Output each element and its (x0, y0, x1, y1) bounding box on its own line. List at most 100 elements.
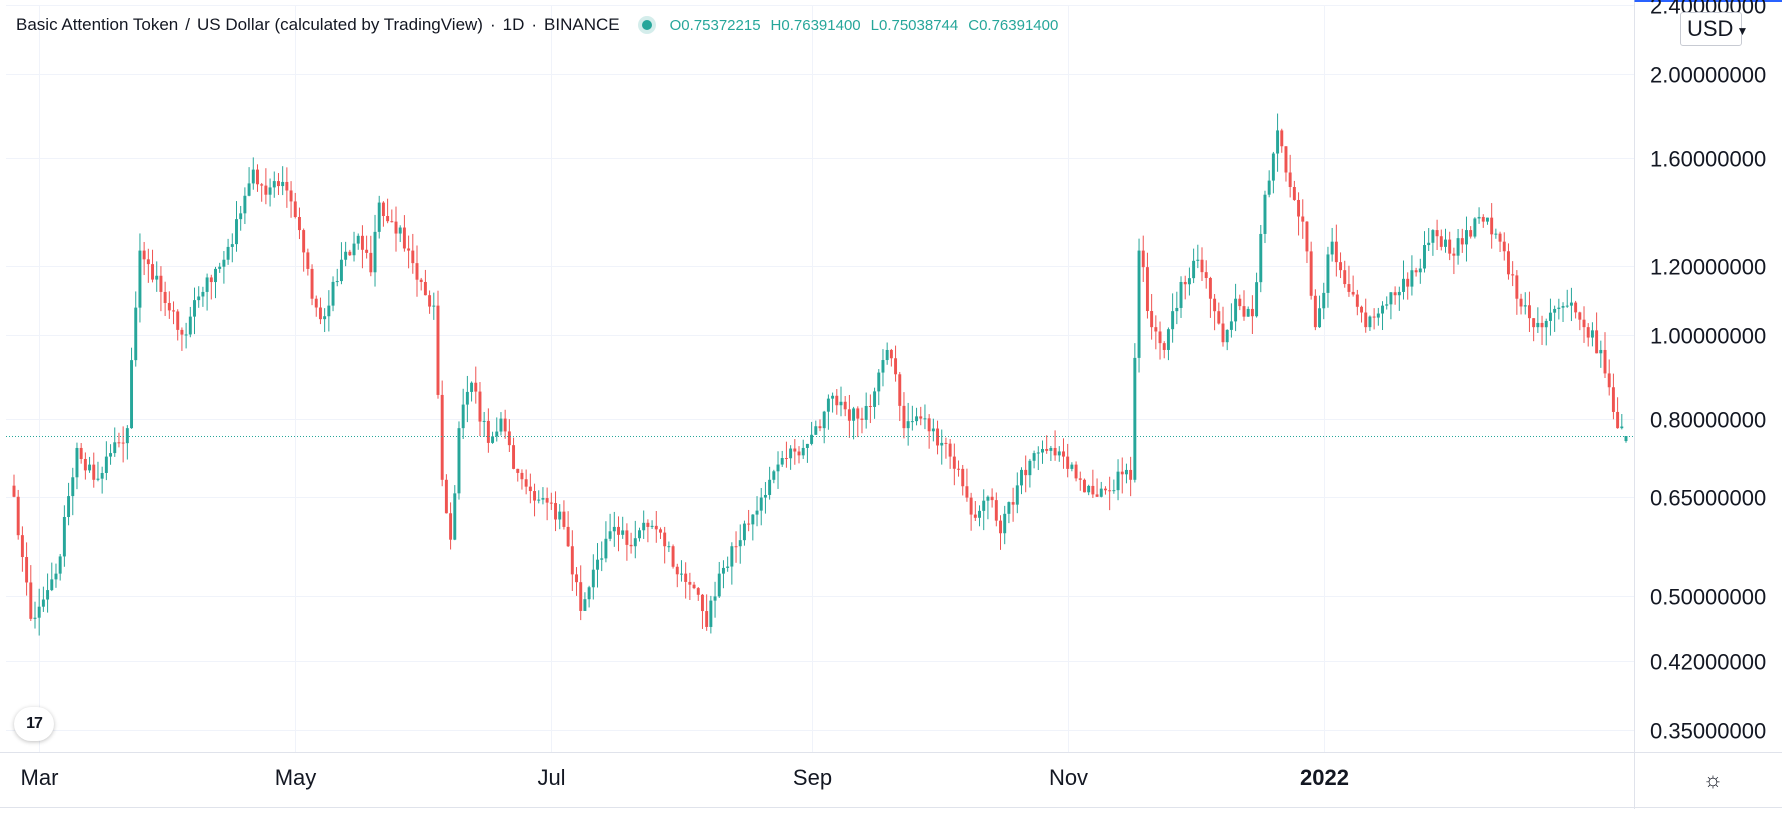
candle (868, 394, 872, 424)
candle (1574, 300, 1578, 319)
candle (41, 586, 45, 612)
candle-body (961, 468, 965, 487)
candle (713, 581, 717, 618)
candle-body (289, 190, 293, 202)
candle (575, 567, 578, 596)
candle-body (1066, 456, 1070, 469)
candle (1171, 293, 1175, 343)
candle-body (1053, 447, 1057, 456)
candle (604, 521, 608, 563)
candle (327, 290, 331, 332)
candle (709, 595, 713, 634)
candle (1129, 456, 1133, 497)
candle (1015, 472, 1019, 514)
candle-body (172, 310, 175, 312)
candle-body (579, 582, 583, 611)
candle-body (75, 447, 79, 478)
candle-body (1435, 230, 1439, 237)
market-status-dot-icon[interactable] (641, 20, 652, 30)
candle-body (1515, 275, 1519, 299)
quote-name[interactable]: US Dollar (calculated by TradingView) (196, 15, 483, 34)
candle (1548, 298, 1552, 336)
candle-body (100, 472, 104, 479)
candle (1187, 267, 1191, 296)
candle-body (146, 259, 150, 265)
candle (579, 565, 583, 621)
candle (810, 421, 814, 446)
symbol-name[interactable]: Basic Attention Token (16, 15, 179, 34)
candle (793, 439, 797, 465)
candle (659, 527, 662, 539)
interval-label[interactable]: 1D (502, 15, 525, 34)
candle (1196, 244, 1200, 269)
candle-body (885, 349, 889, 361)
candle-body (915, 416, 919, 422)
gear-icon[interactable]: ☼ (1702, 767, 1724, 792)
x-tick-label: Nov (1049, 765, 1088, 790)
candle (839, 386, 843, 417)
candle-body (759, 497, 763, 511)
candle (894, 345, 898, 382)
candle-body (1490, 217, 1494, 235)
candle-body (1439, 236, 1443, 247)
candle (444, 474, 448, 514)
candle (772, 469, 776, 484)
candle (79, 443, 83, 464)
candle-body (936, 428, 940, 446)
candle-body (369, 252, 373, 273)
candle (1158, 321, 1162, 360)
candle (1204, 260, 1208, 289)
candle-body (205, 277, 209, 292)
candle (104, 441, 108, 481)
candle-body (1330, 241, 1334, 255)
candle (1036, 446, 1040, 471)
candle-body (331, 281, 335, 306)
candle-body (1498, 233, 1502, 242)
candle-body (638, 530, 641, 539)
candle (1229, 303, 1233, 338)
candle (1435, 219, 1439, 250)
candle-body (428, 295, 432, 307)
candle (415, 245, 419, 297)
candle-body (235, 219, 238, 245)
ohlc-open: O0.75372215 (669, 16, 761, 34)
candle-body (163, 291, 167, 303)
candle-body (1116, 471, 1120, 491)
candle-body (1276, 130, 1280, 154)
candle-body (621, 530, 625, 535)
candle (1225, 329, 1229, 351)
candle (130, 347, 134, 429)
candle (1120, 457, 1124, 494)
candle-body (881, 360, 885, 373)
exchange-label[interactable]: BINANCE (544, 15, 620, 34)
tradingview-logo-icon[interactable]: 17 (14, 707, 54, 741)
candle (1108, 476, 1112, 511)
candle-body (591, 569, 595, 588)
candle (755, 496, 759, 527)
candle-body (1015, 485, 1019, 505)
y-tick-label: 0.35000000 (1650, 719, 1766, 744)
candle (940, 429, 944, 465)
candle-body (1271, 153, 1275, 181)
candle (1607, 359, 1611, 396)
candle (852, 406, 856, 440)
candle-body (1187, 278, 1191, 285)
candle (465, 375, 469, 423)
candle-body (583, 599, 587, 611)
candle (1099, 481, 1103, 498)
candle (419, 277, 423, 291)
currency-selector-button[interactable]: USD ▼ (1680, 12, 1748, 46)
candle (978, 505, 981, 527)
candle-body (1318, 308, 1322, 328)
candle (738, 524, 742, 564)
candle-body (575, 574, 578, 583)
candle-body (461, 404, 465, 429)
candle (314, 295, 318, 317)
candle-body (877, 372, 881, 392)
candle-body (1389, 292, 1393, 305)
candle (1213, 294, 1217, 331)
candle (789, 445, 793, 470)
candle-body (104, 456, 108, 473)
